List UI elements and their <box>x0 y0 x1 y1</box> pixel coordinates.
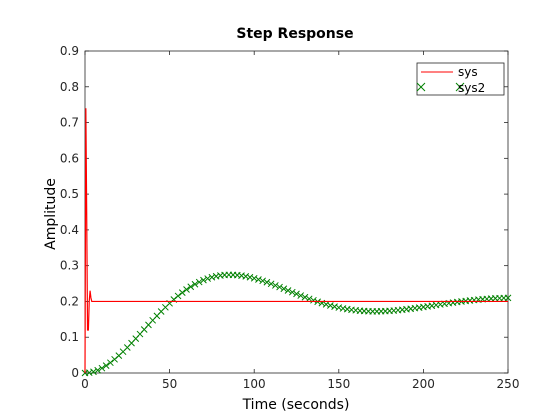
y-tick-label: 0.9 <box>60 44 79 58</box>
sys2-marker <box>331 303 338 310</box>
y-tick-label: 0.2 <box>60 294 79 308</box>
sys2-marker <box>98 364 106 372</box>
sys2-marker <box>90 368 97 376</box>
y-tick-label: 0.5 <box>60 187 79 201</box>
x-axis-label: Time (seconds) <box>242 397 350 413</box>
chart-title: Step Response <box>236 26 353 42</box>
x-tick-label: 200 <box>412 377 435 391</box>
legend-box <box>416 62 505 96</box>
y-tick-label: 0.8 <box>60 80 79 94</box>
sys2-marker <box>246 273 254 281</box>
sys2-marker <box>288 288 296 296</box>
sys2-marker <box>191 280 199 288</box>
sys2-marker <box>310 296 317 304</box>
sys2-marker <box>276 283 283 291</box>
sys-line <box>84 108 508 374</box>
x-tick-label: 250 <box>497 377 520 391</box>
sys2-marker <box>259 277 267 285</box>
sys2-marker <box>284 287 292 294</box>
sys2-marker <box>107 359 114 367</box>
y-tick-label: 0 <box>71 366 79 380</box>
legend-sys-label: sys <box>458 65 478 79</box>
sys2-marker <box>326 302 334 309</box>
sys2-marker <box>297 292 305 299</box>
sys2-marker <box>322 301 330 308</box>
series-sys <box>84 108 508 374</box>
sys2-marker <box>94 366 102 374</box>
sys2-marker <box>174 292 182 300</box>
y-axis-label: Amplitude <box>43 178 59 250</box>
sys2-marker <box>250 274 258 282</box>
x-tick-label: 50 <box>162 377 177 391</box>
legend: sys sys2 <box>416 62 505 96</box>
sys2-marker <box>504 294 512 302</box>
sys2-marker <box>187 283 195 291</box>
y-tick-label: 0.4 <box>60 223 79 237</box>
x-tick-labels: 0 50 100 150 200 250 <box>81 377 519 391</box>
sys2-marker <box>271 282 279 289</box>
x-tick-label: 0 <box>81 377 89 391</box>
sys2-marker <box>255 276 262 283</box>
x-tick-label: 150 <box>327 377 350 391</box>
sys2-marker <box>280 285 288 293</box>
y-tick-label: 0.6 <box>60 151 79 165</box>
y-tick-label: 0.7 <box>60 116 79 130</box>
y-tick-label: 0.1 <box>60 330 79 344</box>
sys2-marker <box>200 276 207 284</box>
sys2-marker <box>293 290 300 298</box>
sys2-marker <box>102 362 110 369</box>
y-tick-label: 0.3 <box>60 259 79 273</box>
x-tick-label: 100 <box>243 377 266 391</box>
legend-sys2-marker <box>416 82 465 92</box>
legend-sys2-label: sys2 <box>458 81 485 95</box>
sys2-marker <box>301 293 309 301</box>
sys2-marker <box>204 275 212 282</box>
plot-area <box>84 50 509 374</box>
sys2-marker <box>208 273 216 281</box>
sys2-marker <box>263 278 271 286</box>
sys2-marker <box>267 280 275 288</box>
sys2-marker <box>85 369 93 377</box>
sys2-marker <box>195 278 203 286</box>
sys2-marker <box>183 286 190 293</box>
sys2-marker <box>178 289 186 296</box>
y-tick-labels: 0 0.1 0.2 0.3 0.4 0.5 0.6 0.7 0.8 0.9 <box>60 44 79 380</box>
sys2-marker <box>305 295 313 303</box>
